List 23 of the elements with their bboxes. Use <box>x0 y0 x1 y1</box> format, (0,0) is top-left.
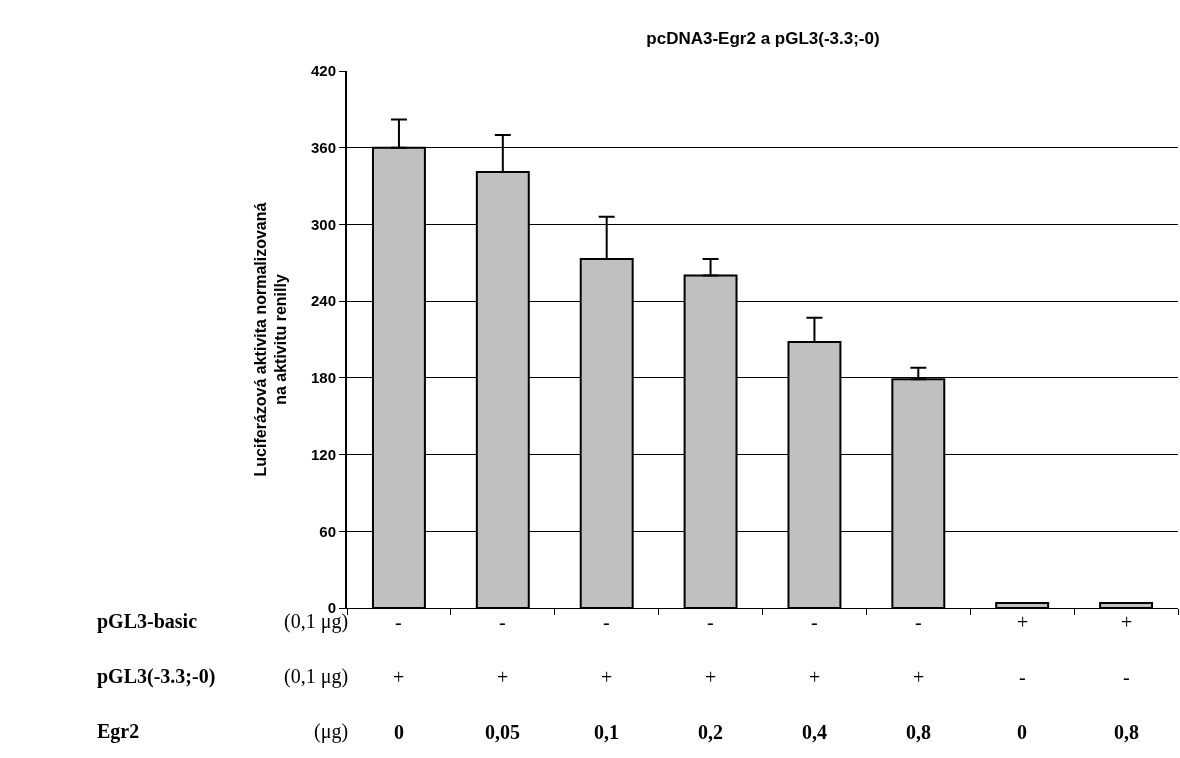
y-tick-label: 240 <box>310 292 336 310</box>
text: (μg) <box>314 720 349 743</box>
text: Egr2 <box>97 720 140 743</box>
chart-title: pcDNA3-Egr2 a pGL3(-3.3;-0) <box>646 28 880 48</box>
y-tick-label: 300 <box>310 215 336 233</box>
y-tick-label: 0 <box>327 599 336 617</box>
text: (0,1 μg) <box>284 665 349 688</box>
category-label: - + 0,1 <box>594 611 619 743</box>
y-tick-label: 120 <box>310 445 336 463</box>
category-label: - + 0,4 <box>802 611 827 743</box>
category-label: - + 0,2 <box>698 611 723 743</box>
category-label: + - 0 <box>1017 611 1029 743</box>
y-tick-label: 180 <box>310 369 336 387</box>
category-label: - + 0,8 <box>906 611 931 743</box>
category-label: - + 0,05 <box>485 611 520 743</box>
y-tick-label: 420 <box>310 62 336 80</box>
y-tick-label: 60 <box>319 522 336 540</box>
category-label: + - 0,8 <box>1114 611 1139 743</box>
category-label: - + 0 <box>393 611 405 743</box>
text: pGL3-basic <box>97 610 198 633</box>
text: pGL3(-3.3;-0) <box>97 665 216 688</box>
y-tick-label: 360 <box>310 138 336 156</box>
y-axis-title: Luciferázová aktivita normalizovaná na aktivitu renilly <box>251 202 290 477</box>
